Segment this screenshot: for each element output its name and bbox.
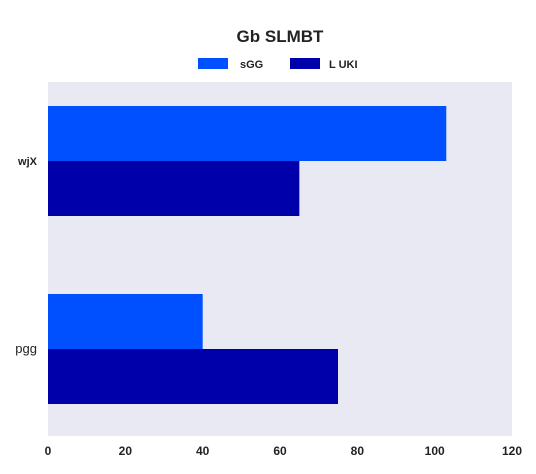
- x-tick-label: 40: [196, 444, 210, 458]
- bar-wjX-series-2: [48, 161, 300, 216]
- category-label: wjX: [17, 156, 38, 168]
- legend-label: L UKI: [329, 59, 358, 71]
- category-label: pgg: [15, 341, 37, 356]
- legend-label: sGG: [240, 59, 263, 71]
- category-axis: wjX pgg: [15, 156, 37, 356]
- value-axis: 0 20 40 60 80 100 120: [45, 444, 523, 458]
- chart-title: Gb SLMBT: [237, 27, 324, 46]
- x-tick-label: 0: [45, 444, 52, 458]
- bars-group: [48, 106, 447, 404]
- x-tick-label: 100: [425, 444, 445, 458]
- x-tick-label: 60: [273, 444, 287, 458]
- x-tick-label: 80: [351, 444, 365, 458]
- bar-pgg-series-2: [48, 349, 338, 404]
- legend-swatch: [290, 58, 320, 69]
- legend-swatch: [198, 58, 228, 69]
- bar-pgg-series-1: [48, 294, 203, 349]
- bar-wjX-series-1: [48, 106, 447, 161]
- legend: sGG L UKI: [198, 58, 358, 71]
- x-tick-label: 20: [119, 444, 133, 458]
- x-tick-label: 120: [502, 444, 522, 458]
